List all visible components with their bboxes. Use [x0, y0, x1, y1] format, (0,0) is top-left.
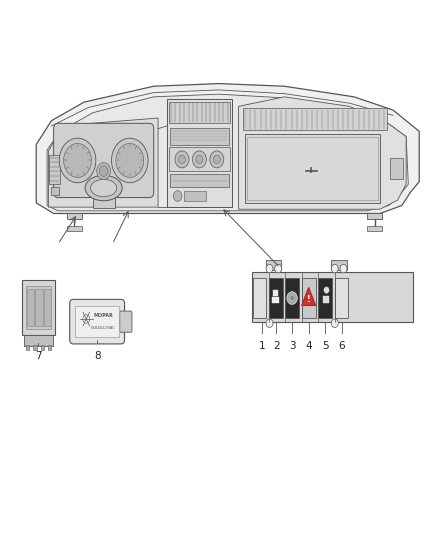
- Text: 2: 2: [273, 341, 280, 351]
- Bar: [302, 278, 316, 318]
- Circle shape: [340, 264, 347, 273]
- Polygon shape: [48, 118, 158, 207]
- Bar: [285, 278, 299, 318]
- Circle shape: [266, 264, 273, 273]
- Circle shape: [99, 166, 108, 176]
- Bar: [367, 225, 382, 231]
- Bar: [49, 155, 60, 184]
- Circle shape: [275, 264, 282, 273]
- Bar: [26, 345, 29, 350]
- Text: 7: 7: [35, 351, 42, 361]
- Bar: [322, 296, 328, 303]
- Bar: [243, 109, 387, 130]
- Circle shape: [213, 155, 220, 164]
- Circle shape: [59, 138, 96, 183]
- Polygon shape: [302, 287, 316, 305]
- Bar: [247, 136, 378, 200]
- Ellipse shape: [91, 179, 117, 197]
- Bar: [170, 174, 229, 187]
- Bar: [22, 280, 55, 335]
- Circle shape: [287, 292, 297, 304]
- Text: 4: 4: [305, 341, 312, 351]
- Bar: [335, 278, 348, 318]
- Circle shape: [324, 287, 329, 293]
- Bar: [169, 102, 230, 123]
- Bar: [26, 286, 51, 329]
- Text: MOPAR: MOPAR: [94, 313, 113, 318]
- Bar: [273, 290, 278, 296]
- Circle shape: [179, 155, 185, 164]
- Bar: [75, 306, 119, 337]
- Circle shape: [331, 264, 338, 273]
- Ellipse shape: [85, 175, 122, 201]
- Bar: [318, 278, 332, 318]
- Circle shape: [97, 163, 111, 180]
- Circle shape: [331, 319, 338, 327]
- Circle shape: [266, 319, 273, 327]
- Circle shape: [196, 155, 203, 164]
- Polygon shape: [367, 214, 382, 219]
- Bar: [35, 289, 43, 326]
- Bar: [253, 278, 266, 318]
- Circle shape: [112, 138, 148, 183]
- Circle shape: [116, 143, 144, 177]
- Polygon shape: [47, 94, 408, 211]
- Text: 56046129AC: 56046129AC: [91, 326, 116, 330]
- Bar: [169, 147, 230, 171]
- Circle shape: [210, 151, 224, 168]
- Bar: [184, 191, 206, 201]
- Bar: [252, 272, 413, 322]
- Bar: [50, 187, 59, 195]
- Bar: [41, 345, 44, 350]
- Text: 1: 1: [258, 341, 265, 351]
- Circle shape: [175, 151, 189, 168]
- Polygon shape: [167, 100, 232, 207]
- Circle shape: [173, 191, 182, 201]
- FancyBboxPatch shape: [70, 300, 124, 344]
- Bar: [331, 260, 346, 270]
- Bar: [266, 260, 281, 270]
- Text: 6: 6: [339, 341, 345, 351]
- Bar: [67, 225, 82, 231]
- FancyBboxPatch shape: [53, 123, 154, 198]
- Text: 3: 3: [289, 341, 295, 351]
- Text: 8: 8: [94, 351, 100, 361]
- Bar: [44, 289, 51, 326]
- Bar: [27, 289, 34, 326]
- Polygon shape: [36, 84, 419, 214]
- Bar: [268, 278, 283, 318]
- Text: 5: 5: [322, 341, 328, 351]
- Polygon shape: [67, 214, 82, 219]
- Bar: [272, 297, 279, 303]
- Bar: [33, 345, 37, 350]
- FancyBboxPatch shape: [120, 311, 132, 332]
- Bar: [25, 335, 53, 346]
- Circle shape: [192, 151, 206, 168]
- Bar: [170, 127, 229, 144]
- Bar: [245, 134, 380, 203]
- Bar: [390, 158, 403, 179]
- Bar: [48, 345, 51, 350]
- Polygon shape: [239, 97, 406, 209]
- Circle shape: [290, 295, 294, 301]
- Text: !: !: [307, 295, 311, 304]
- Polygon shape: [93, 187, 115, 208]
- Circle shape: [64, 143, 92, 177]
